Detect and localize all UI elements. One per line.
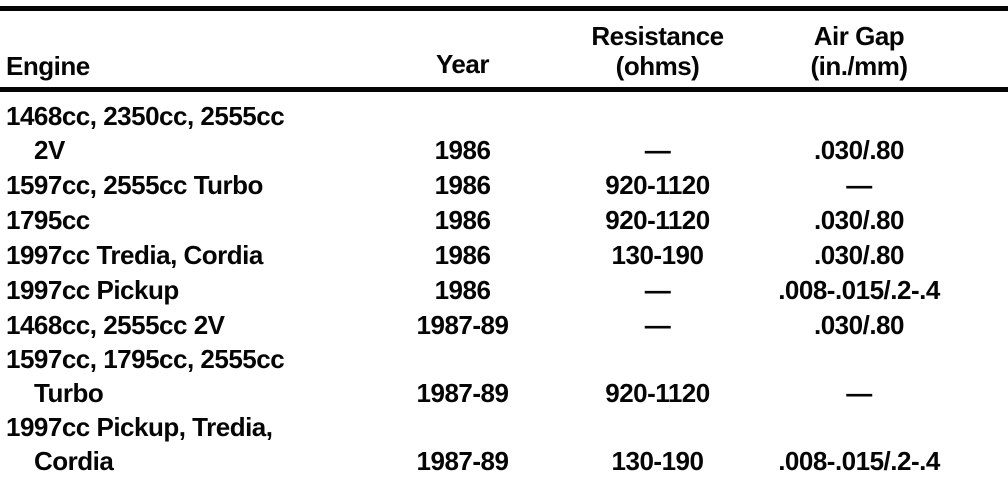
resistance-cell: — [644,310,671,340]
resistance-cell: 920-1120 [605,170,710,200]
resistance-cell: 920-1120 [605,378,710,408]
engine-cell: 1795cc [6,205,90,235]
engine-cell: 1468cc, 2350cc, 2555cc 2V [6,101,285,165]
year-cell: 1987-89 [416,378,509,408]
table-body: 1468cc, 2350cc, 2555cc 2V 1986 — .030/.8… [0,92,1008,478]
resistance-cell: 130-190 [611,446,704,476]
air-gap-cell: .030/.80 [814,310,904,340]
air-gap-cell: — [846,170,872,200]
resistance-cell: 130-190 [611,240,704,270]
air-gap-cell: — [846,378,872,408]
air-gap-cell: .030/.80 [814,240,904,270]
table-row: 1997cc Pickup 1986 — .008-.015/.2-.4 [0,272,1008,307]
table-row: 1468cc, 2350cc, 2555cc 2V 1986 — .030/.8… [0,99,1008,167]
column-header-resistance: Resistance (ohms) [555,21,760,81]
table-row: 1468cc, 2555cc 2V 1987-89 — .030/.80 [0,307,1008,342]
table-header-rule [0,87,1008,92]
table-header-row: Engine Year Resistance (ohms) Air Gap (i… [0,11,1008,87]
column-header-sub: (ohms) [615,51,700,81]
engine-cell: 1468cc, 2555cc 2V [6,310,225,340]
column-header-label: Year [436,49,489,79]
column-header-label: Air Gap [813,21,905,51]
air-gap-cell: .008-.015/.2-.4 [778,275,940,305]
column-header-air-gap: Air Gap (in./mm) [760,21,1008,81]
engine-cell: 1997cc Pickup [6,275,179,305]
year-cell: 1986 [434,205,491,235]
table-row: 1997cc Pickup, Tredia, Cordia 1987-89 13… [0,410,1008,478]
table-row: 1795cc 1986 920-1120 .030/.80 [0,202,1008,237]
column-header-year: Year [370,49,555,81]
resistance-cell: 920-1120 [605,205,710,235]
table-top-rule [0,6,1008,11]
engine-cell: 1597cc, 1795cc, 2555cc Turbo [6,344,285,408]
air-gap-cell: .030/.80 [814,205,904,235]
column-header-label: Resistance [591,21,724,51]
column-header-engine: Engine [0,51,370,81]
year-cell: 1986 [434,275,491,305]
year-cell: 1986 [434,135,491,165]
column-header-label: Engine [6,51,90,81]
year-cell: 1986 [434,170,491,200]
year-cell: 1987-89 [416,446,509,476]
air-gap-cell: .008-.015/.2-.4 [778,446,940,476]
table-row: 1597cc, 1795cc, 2555cc Turbo 1987-89 920… [0,342,1008,410]
column-header-sub: (in./mm) [810,51,908,81]
table-row: 1997cc Tredia, Cordia 1986 130-190 .030/… [0,237,1008,272]
table-row: 1597cc, 2555cc Turbo 1986 920-1120 — [0,167,1008,202]
air-gap-cell: .030/.80 [814,135,904,165]
engine-cell: 1997cc Pickup, Tredia, Cordia [6,412,273,476]
resistance-cell: — [644,135,671,165]
engine-cell: 1997cc Tredia, Cordia [6,240,263,270]
engine-cell: 1597cc, 2555cc Turbo [6,170,263,200]
resistance-cell: — [644,275,671,305]
year-cell: 1986 [434,240,491,270]
year-cell: 1987-89 [416,310,509,340]
